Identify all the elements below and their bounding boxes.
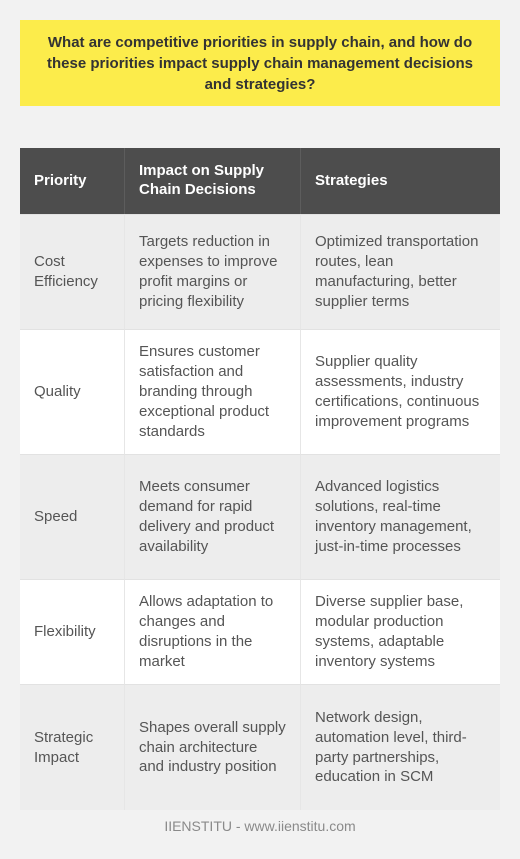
cell-impact: Allows adaptation to changes and disrupt…	[124, 579, 300, 684]
table-row: Strategic Impact Shapes overall supply c…	[20, 684, 500, 810]
cell-priority: Strategic Impact	[20, 684, 124, 810]
cell-impact: Shapes overall supply chain architecture…	[124, 684, 300, 810]
footer-credit: IIENSTITU - www.iienstitu.com	[164, 818, 356, 834]
table-header-row: Priority Impact on Supply Chain Decision…	[20, 148, 500, 214]
cell-impact: Ensures customer satisfaction and brandi…	[124, 329, 300, 454]
table-row: Quality Ensures customer satisfaction an…	[20, 329, 500, 454]
cell-priority: Cost Efficiency	[20, 214, 124, 329]
header-strategies: Strategies	[300, 148, 500, 214]
cell-strategies: Optimized transportation routes, lean ma…	[300, 214, 500, 329]
cell-impact: Meets consumer demand for rapid delivery…	[124, 454, 300, 579]
header-priority: Priority	[20, 148, 124, 214]
table-row: Speed Meets consumer demand for rapid de…	[20, 454, 500, 579]
cell-priority: Flexibility	[20, 579, 124, 684]
cell-impact: Targets reduction in expenses to improve…	[124, 214, 300, 329]
cell-strategies: Network design, automation level, third-…	[300, 684, 500, 810]
cell-strategies: Supplier quality assessments, industry c…	[300, 329, 500, 454]
cell-priority: Speed	[20, 454, 124, 579]
cell-strategies: Advanced logistics solutions, real-time …	[300, 454, 500, 579]
cell-priority: Quality	[20, 329, 124, 454]
table-row: Cost Efficiency Targets reduction in exp…	[20, 214, 500, 329]
priorities-table: Priority Impact on Supply Chain Decision…	[20, 148, 500, 810]
table-row: Flexibility Allows adaptation to changes…	[20, 579, 500, 684]
cell-strategies: Diverse supplier base, modular productio…	[300, 579, 500, 684]
page-title: What are competitive priorities in suppl…	[47, 33, 473, 93]
title-banner: What are competitive priorities in suppl…	[20, 20, 500, 106]
header-impact: Impact on Supply Chain Decisions	[124, 148, 300, 214]
